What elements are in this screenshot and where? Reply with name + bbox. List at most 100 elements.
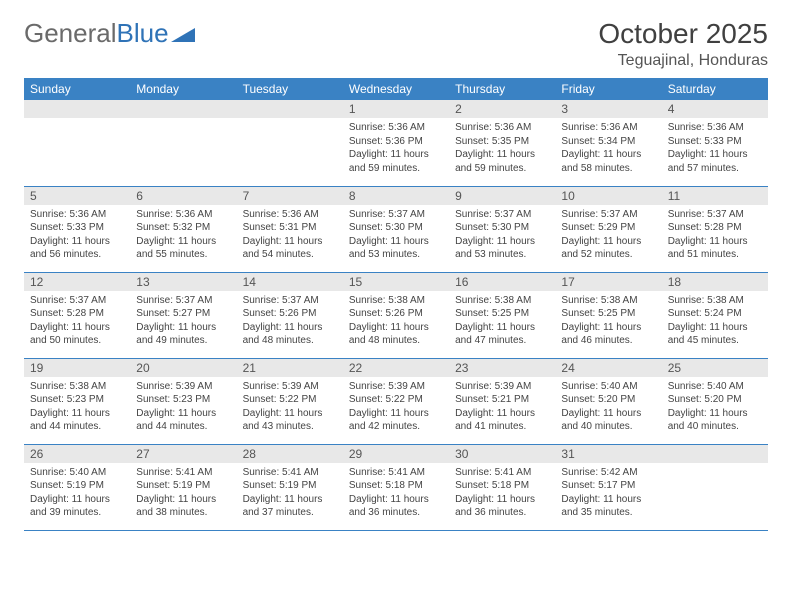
daylight-line: Daylight: 11 hours and 43 minutes. [243,407,337,434]
day-details: Sunrise: 5:39 AMSunset: 5:23 PMDaylight:… [130,377,236,438]
sunrise-line: Sunrise: 5:36 AM [561,121,655,135]
day-details: Sunrise: 5:40 AMSunset: 5:20 PMDaylight:… [555,377,661,438]
day-number: 28 [237,445,343,463]
sunrise-line: Sunrise: 5:37 AM [243,294,337,308]
sunset-line: Sunset: 5:20 PM [668,393,762,407]
calendar-day-cell: 14Sunrise: 5:37 AMSunset: 5:26 PMDayligh… [237,272,343,358]
sunrise-line: Sunrise: 5:41 AM [349,466,443,480]
calendar-day-cell [237,100,343,186]
calendar-day-cell: 2Sunrise: 5:36 AMSunset: 5:35 PMDaylight… [449,100,555,186]
calendar-day-cell: 13Sunrise: 5:37 AMSunset: 5:27 PMDayligh… [130,272,236,358]
calendar-day-cell: 18Sunrise: 5:38 AMSunset: 5:24 PMDayligh… [662,272,768,358]
daylight-line: Daylight: 11 hours and 51 minutes. [668,235,762,262]
sunset-line: Sunset: 5:34 PM [561,135,655,149]
day-number: 5 [24,187,130,205]
calendar-day-cell: 19Sunrise: 5:38 AMSunset: 5:23 PMDayligh… [24,358,130,444]
sunset-line: Sunset: 5:28 PM [668,221,762,235]
calendar-week-row: 5Sunrise: 5:36 AMSunset: 5:33 PMDaylight… [24,186,768,272]
day-details: Sunrise: 5:41 AMSunset: 5:19 PMDaylight:… [130,463,236,524]
calendar-day-cell: 16Sunrise: 5:38 AMSunset: 5:25 PMDayligh… [449,272,555,358]
sunrise-line: Sunrise: 5:38 AM [349,294,443,308]
day-header: Wednesday [343,78,449,100]
daylight-line: Daylight: 11 hours and 45 minutes. [668,321,762,348]
sunrise-line: Sunrise: 5:37 AM [30,294,124,308]
calendar-week-row: 19Sunrise: 5:38 AMSunset: 5:23 PMDayligh… [24,358,768,444]
day-header: Thursday [449,78,555,100]
daylight-line: Daylight: 11 hours and 41 minutes. [455,407,549,434]
sunset-line: Sunset: 5:30 PM [455,221,549,235]
day-header: Saturday [662,78,768,100]
daylight-line: Daylight: 11 hours and 36 minutes. [349,493,443,520]
daylight-line: Daylight: 11 hours and 40 minutes. [668,407,762,434]
sunset-line: Sunset: 5:25 PM [561,307,655,321]
day-details: Sunrise: 5:37 AMSunset: 5:27 PMDaylight:… [130,291,236,352]
day-number: 27 [130,445,236,463]
sunrise-line: Sunrise: 5:38 AM [561,294,655,308]
page-title: October 2025 [598,18,768,50]
sunrise-line: Sunrise: 5:37 AM [668,208,762,222]
calendar-day-cell: 31Sunrise: 5:42 AMSunset: 5:17 PMDayligh… [555,444,661,530]
brand-part2: Blue [117,18,169,49]
sunrise-line: Sunrise: 5:41 AM [455,466,549,480]
calendar-day-cell: 11Sunrise: 5:37 AMSunset: 5:28 PMDayligh… [662,186,768,272]
calendar-day-cell: 21Sunrise: 5:39 AMSunset: 5:22 PMDayligh… [237,358,343,444]
sunset-line: Sunset: 5:33 PM [668,135,762,149]
calendar-day-cell: 25Sunrise: 5:40 AMSunset: 5:20 PMDayligh… [662,358,768,444]
calendar-day-cell: 28Sunrise: 5:41 AMSunset: 5:19 PMDayligh… [237,444,343,530]
day-details: Sunrise: 5:39 AMSunset: 5:22 PMDaylight:… [237,377,343,438]
daylight-line: Daylight: 11 hours and 49 minutes. [136,321,230,348]
brand-part1: General [24,18,117,49]
day-number: 14 [237,273,343,291]
sunrise-line: Sunrise: 5:36 AM [243,208,337,222]
daylight-line: Daylight: 11 hours and 54 minutes. [243,235,337,262]
day-number: 21 [237,359,343,377]
day-number: 29 [343,445,449,463]
title-block: October 2025 Teguajinal, Honduras [598,18,768,70]
header: GeneralBlue October 2025 Teguajinal, Hon… [24,18,768,70]
sunrise-line: Sunrise: 5:37 AM [349,208,443,222]
day-number: 3 [555,100,661,118]
day-number: 22 [343,359,449,377]
sunset-line: Sunset: 5:22 PM [349,393,443,407]
day-number: 17 [555,273,661,291]
daylight-line: Daylight: 11 hours and 39 minutes. [30,493,124,520]
sunset-line: Sunset: 5:26 PM [243,307,337,321]
sunrise-line: Sunrise: 5:37 AM [561,208,655,222]
calendar-day-cell: 7 Sunrise: 5:36 AMSunset: 5:31 PMDaylight… [237,186,343,272]
sunrise-line: Sunrise: 5:38 AM [455,294,549,308]
calendar-table: SundayMondayTuesdayWednesdayThursdayFrid… [24,78,768,531]
location-text: Teguajinal, Honduras [598,52,768,70]
day-header: Monday [130,78,236,100]
sunset-line: Sunset: 5:18 PM [455,479,549,493]
day-details: Sunrise: 5:39 AMSunset: 5:21 PMDaylight:… [449,377,555,438]
calendar-day-cell: 3Sunrise: 5:36 AMSunset: 5:34 PMDaylight… [555,100,661,186]
day-details: Sunrise: 5:36 AMSunset: 5:35 PMDaylight:… [449,118,555,179]
day-number: 10 [555,187,661,205]
day-number [130,100,236,118]
day-number: 7 [237,187,343,205]
daylight-line: Daylight: 11 hours and 57 minutes. [668,148,762,175]
sunrise-line: Sunrise: 5:37 AM [136,294,230,308]
day-number: 6 [130,187,236,205]
day-details: Sunrise: 5:37 AMSunset: 5:26 PMDaylight:… [237,291,343,352]
calendar-body: 1Sunrise: 5:36 AMSunset: 5:36 PMDaylight… [24,100,768,530]
sunset-line: Sunset: 5:19 PM [243,479,337,493]
sunset-line: Sunset: 5:19 PM [30,479,124,493]
calendar-day-cell: 20Sunrise: 5:39 AMSunset: 5:23 PMDayligh… [130,358,236,444]
day-details: Sunrise: 5:37 AMSunset: 5:30 PMDaylight:… [343,205,449,266]
calendar-day-cell: 5Sunrise: 5:36 AMSunset: 5:33 PMDaylight… [24,186,130,272]
sunrise-line: Sunrise: 5:42 AM [561,466,655,480]
calendar-day-cell: 12Sunrise: 5:37 AMSunset: 5:28 PMDayligh… [24,272,130,358]
day-number: 15 [343,273,449,291]
day-number: 8 [343,187,449,205]
sunset-line: Sunset: 5:31 PM [243,221,337,235]
sunset-line: Sunset: 5:18 PM [349,479,443,493]
daylight-line: Daylight: 11 hours and 53 minutes. [349,235,443,262]
sunset-line: Sunset: 5:24 PM [668,307,762,321]
day-number: 19 [24,359,130,377]
day-details: Sunrise: 5:41 AMSunset: 5:18 PMDaylight:… [449,463,555,524]
day-number: 4 [662,100,768,118]
day-details: Sunrise: 5:36 AMSunset: 5:33 PMDaylight:… [662,118,768,179]
calendar-day-cell: 22Sunrise: 5:39 AMSunset: 5:22 PMDayligh… [343,358,449,444]
daylight-line: Daylight: 11 hours and 53 minutes. [455,235,549,262]
